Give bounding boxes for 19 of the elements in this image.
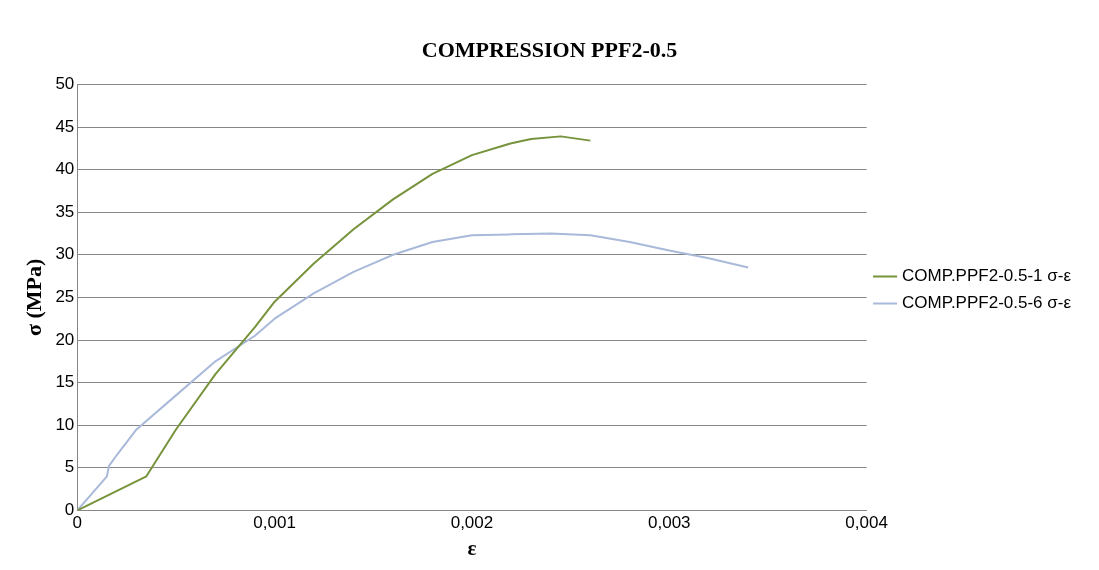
y-tick-label: 35 — [55, 201, 75, 221]
y-tick-label: 30 — [55, 244, 75, 264]
y-tick-label: 20 — [55, 329, 75, 349]
y-tick-label: 40 — [55, 159, 75, 179]
y-tick-label: 5 — [64, 457, 75, 477]
x-tick-label: 0,004 — [845, 513, 888, 533]
x-axis-title: ε — [467, 535, 477, 560]
y-tick-label: 45 — [55, 116, 75, 136]
chart-title: COMPRESSION PPF2-0.5 — [421, 36, 678, 62]
y-tick-label: 15 — [55, 372, 75, 392]
x-tick-label: 0,001 — [253, 513, 296, 533]
legend-label: COMP.PPF2-0.5-1 σ-ε — [902, 266, 1072, 286]
legend-label: COMP.PPF2-0.5-6 σ-ε — [902, 293, 1072, 313]
y-tick-label: 25 — [55, 287, 75, 307]
y-tick-label: 10 — [55, 414, 75, 434]
x-tick-label: 0,002 — [450, 513, 494, 533]
y-axis-title: σ (MPa) — [20, 258, 46, 337]
x-tick-label: 0,003 — [647, 513, 691, 533]
y-tick-label: 50 — [55, 74, 75, 94]
